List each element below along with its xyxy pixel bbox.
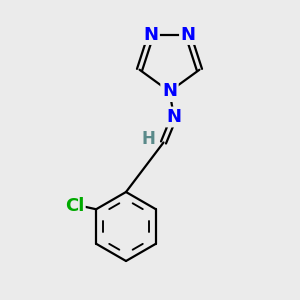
- Text: N: N: [181, 26, 196, 44]
- Text: N: N: [162, 82, 177, 100]
- Text: Cl: Cl: [65, 197, 85, 215]
- Text: N: N: [167, 108, 182, 126]
- Text: H: H: [142, 130, 155, 148]
- Text: N: N: [143, 26, 158, 44]
- Text: N: N: [162, 82, 177, 100]
